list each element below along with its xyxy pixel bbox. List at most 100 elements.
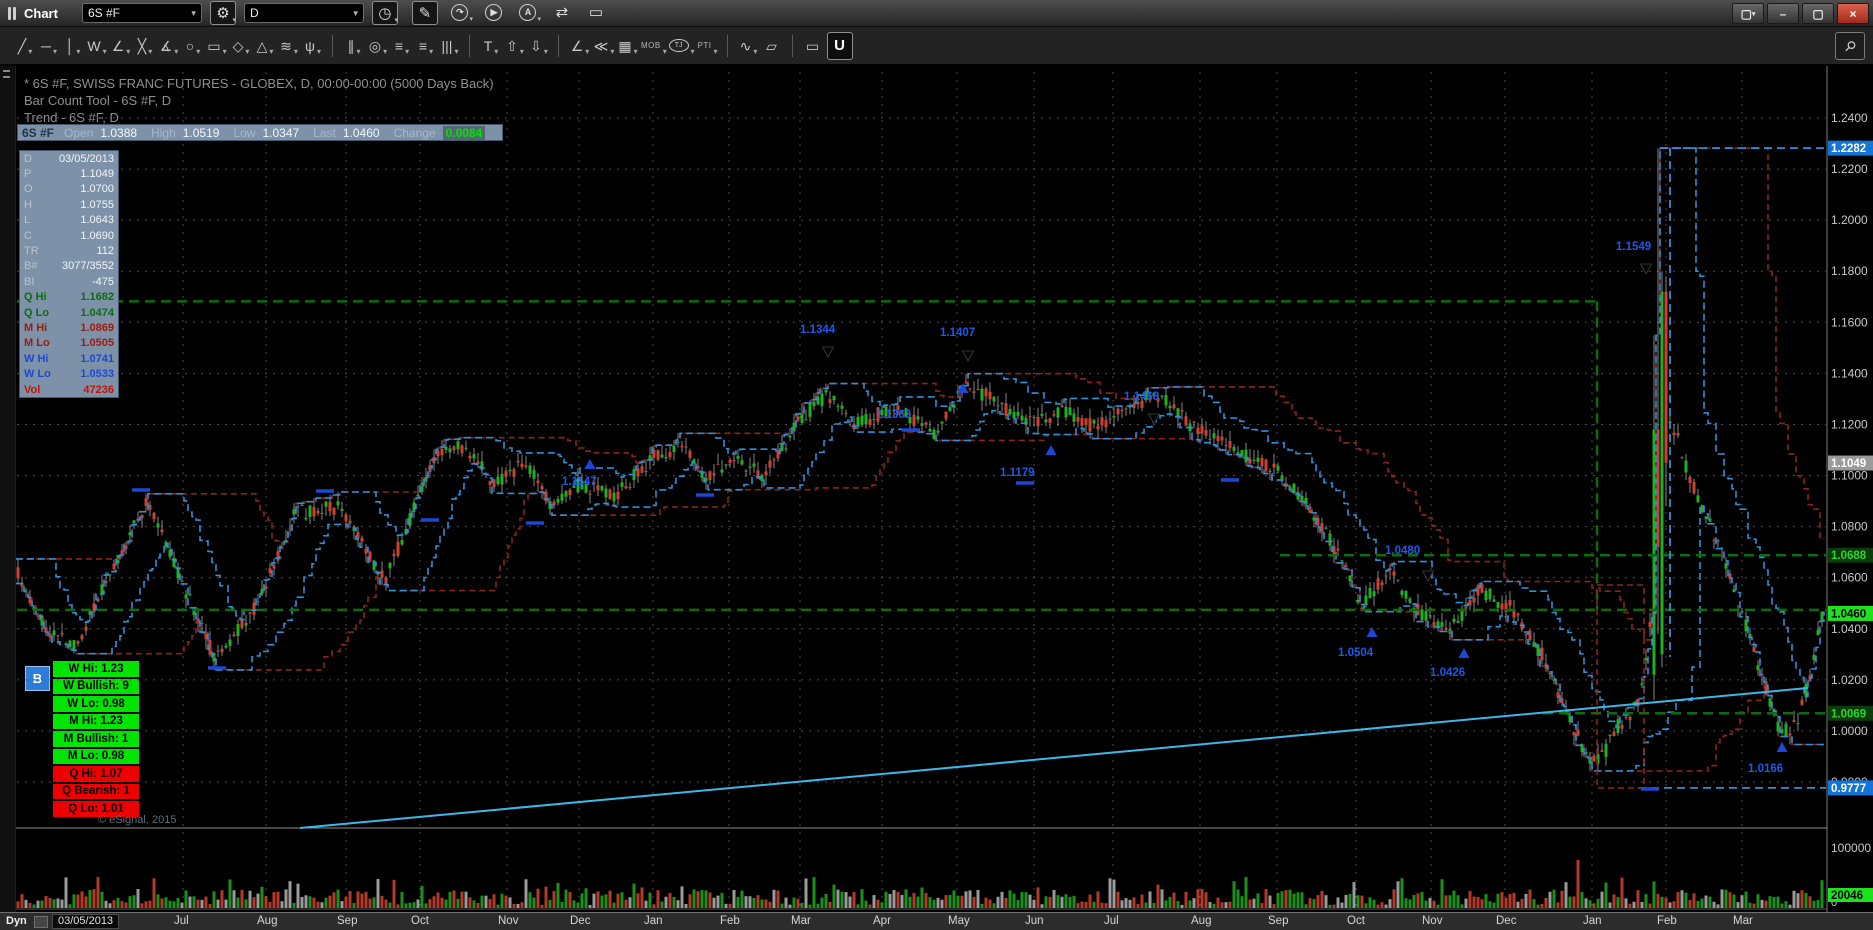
data-window-label: L	[24, 214, 31, 227]
data-window-label: D	[24, 152, 32, 165]
pti-tool-icon: PTI	[697, 40, 712, 50]
x-axis-month-label: Oct	[1347, 915, 1365, 927]
quote-field-open: Open 1.0388	[64, 126, 137, 140]
alerts-button[interactable]: A ▾	[516, 1, 541, 23]
quote-field-value: 0.0084	[442, 125, 486, 140]
signal-legend-row: W Bullish: 9	[52, 677, 140, 695]
fib-retracement-tool[interactable]: ≡ ▾	[391, 33, 411, 59]
svg-text:1.1468: 1.1468	[1124, 391, 1160, 403]
symbol-value: 6S #F	[87, 6, 120, 20]
triangle-tool[interactable]: △ ▾	[254, 33, 274, 59]
svg-text:1.1800: 1.1800	[1831, 264, 1868, 278]
minimize-button[interactable]: –	[1767, 3, 1799, 24]
signal-legend-row: W Lo: 0.98	[52, 695, 140, 713]
data-window-label: Vol	[24, 383, 41, 396]
time-template-button[interactable]: ◷ ▾	[371, 1, 398, 25]
data-window-row: O 1.0700	[20, 182, 118, 197]
signal-badge[interactable]: B	[25, 666, 50, 691]
x-axis-month-label: Jul	[1104, 915, 1119, 927]
x-axis-month-label: Jan	[1583, 915, 1602, 927]
draw-pencil-button[interactable]: ✎	[411, 1, 438, 25]
chevron-down-icon: ▾	[690, 47, 695, 56]
arrow-down-marker-tool[interactable]: ⇩ ▾	[528, 33, 548, 59]
vertical-line-tool[interactable]: │ ▾	[62, 33, 82, 59]
speed-fan-tool[interactable]: ∡ ▾	[158, 33, 179, 59]
calendar-icon[interactable]	[34, 916, 48, 928]
data-window-value: 1.0869	[80, 321, 114, 334]
crossline-tool[interactable]: ╳ ▾	[134, 33, 154, 59]
diamond-tool[interactable]: ◇ ▾	[230, 33, 250, 59]
pitchfork-tool[interactable]: ψ ▾	[302, 33, 322, 59]
restore-menu-button[interactable]: ▢ ▾	[1732, 3, 1764, 24]
arrows-left-tool[interactable]: ≪ ▾	[593, 33, 615, 59]
data-window-row: W Lo 1.0533	[20, 366, 118, 381]
left-window-edge	[0, 66, 16, 930]
chevron-down-icon: ▾	[543, 47, 548, 56]
text-tool[interactable]: T ▾	[480, 33, 500, 59]
chevron-down-icon: ▾	[353, 7, 358, 18]
drawing-toolbar: ╱ ▾ ─ ▾ │ ▾ W ▾ ∠ ▾ ╳ ▾ ∡ ▾ ○ ▾ ▭ ▾ ◇ ▾ △ ▾ ≋ ▾ ψ ▾ ∥ ▾ ◎ ▾ ≡ ▾ ≡ ▾ ||| ▾ T ▾…	[0, 27, 1873, 65]
close-button[interactable]: ×	[1837, 3, 1869, 24]
chat-button[interactable]: ▭	[584, 1, 608, 23]
chevron-down-icon: ▾	[454, 47, 459, 56]
gann-angle-tool-icon: ∠	[570, 37, 584, 54]
signal-legend-row: Q Hi: 1.07	[52, 765, 140, 783]
fib-extension-tool[interactable]: ≡ ▾	[415, 33, 435, 59]
link-windows-button-icon: ⇄	[555, 4, 569, 21]
fib-time-zone-tool[interactable]: ||| ▾	[439, 33, 459, 59]
play-button[interactable]: ▶	[482, 1, 506, 23]
rectangle-tool[interactable]: ▭ ▾	[206, 33, 226, 59]
pin-toolbar-button[interactable]: ⚲	[1835, 32, 1865, 60]
line-tool-icon: ╱	[17, 37, 27, 54]
data-window-value: 112	[96, 245, 114, 258]
chevron-down-icon: ▾	[713, 47, 718, 56]
quote-field-value: 1.0519	[182, 125, 220, 140]
link-windows-button[interactable]: ⇄	[550, 1, 574, 23]
mob-tool[interactable]: MOB ▾	[641, 33, 667, 59]
symbol-settings-button[interactable]: ⚙ ▾	[209, 1, 236, 25]
grid-tool[interactable]: ▦ ▾	[617, 33, 637, 59]
ellipse-tool[interactable]: ○ ▾	[182, 33, 202, 59]
toolbar-separator	[332, 34, 333, 57]
fib-circle-tool[interactable]: ◎ ▾	[367, 33, 387, 59]
horizontal-line-tool[interactable]: ─ ▾	[38, 33, 58, 59]
maximize-button[interactable]: ▢	[1802, 3, 1834, 24]
arrow-up-marker-tool[interactable]: ⇧ ▾	[504, 33, 524, 59]
window-grip-icon	[8, 6, 16, 20]
svg-text:1.1600: 1.1600	[1831, 315, 1868, 329]
date-display[interactable]: 03/05/2013	[52, 914, 120, 929]
script-button[interactable]: ↷ ▾	[448, 1, 473, 23]
parallel-lines-tool[interactable]: ≋ ▾	[278, 33, 298, 59]
magnet-tool[interactable]: U	[826, 31, 853, 60]
draw-pencil-button-icon: ✎	[418, 5, 432, 22]
note-tool[interactable]: ▭	[803, 33, 823, 59]
triangle-tool-icon: △	[256, 37, 268, 54]
pti-tool[interactable]: PTI ▾	[697, 33, 718, 59]
gann-angle-tool[interactable]: ∠ ▾	[569, 33, 590, 59]
toolbar-separator	[469, 34, 470, 57]
data-window-label: P	[24, 168, 32, 181]
eraser-tool[interactable]: ▱	[762, 33, 782, 59]
svg-text:1.2000: 1.2000	[1831, 213, 1868, 227]
symbol-combo[interactable]: 6S #F ▾	[81, 3, 202, 23]
x-axis-month-label: Dec	[1496, 915, 1517, 927]
line-tool[interactable]: ╱ ▾	[14, 33, 34, 59]
parallel-channel-tool[interactable]: ∥ ▾	[343, 33, 363, 59]
quote-field-label: Change	[393, 125, 436, 140]
dyn-mode-button[interactable]: Dyn	[6, 915, 27, 927]
wave-tool[interactable]: ∿ ▾	[738, 33, 758, 59]
data-window-row: H 1.0755	[20, 197, 118, 212]
ray-fan-tool[interactable]: ∠ ▾	[110, 33, 131, 59]
chevron-down-icon: ▾	[383, 47, 388, 56]
interval-combo[interactable]: D ▾	[243, 3, 364, 23]
fib-retracement-tool-icon: ≡	[394, 37, 404, 54]
zigzag-tool[interactable]: W ▾	[86, 33, 106, 59]
titlebar-buttons: ✎ ↷ ▾ ▶ A ▾ ⇄ ▭	[411, 1, 608, 25]
data-window-row: M Lo 1.0505	[20, 336, 118, 351]
svg-text:1.1344: 1.1344	[800, 324, 836, 336]
chevron-down-icon: ▾	[585, 47, 590, 56]
tj-tool[interactable]: TJ ▾	[668, 33, 695, 59]
data-window-value: 1.1682	[80, 291, 114, 304]
